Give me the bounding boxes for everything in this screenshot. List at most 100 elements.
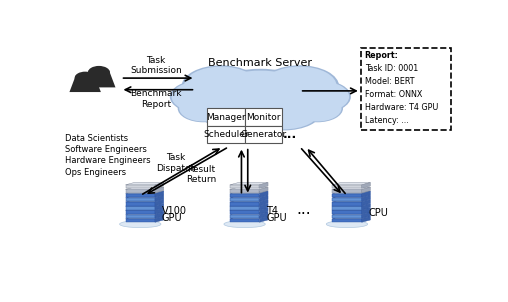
Bar (245, 126, 282, 143)
Bar (230, 202, 260, 206)
Circle shape (88, 66, 110, 79)
Polygon shape (332, 212, 370, 214)
Polygon shape (332, 187, 370, 189)
Bar (245, 108, 282, 126)
Bar (125, 202, 155, 206)
Ellipse shape (292, 94, 343, 122)
Text: GPU: GPU (266, 213, 287, 223)
Polygon shape (82, 70, 115, 87)
Polygon shape (332, 204, 370, 206)
Polygon shape (260, 212, 268, 218)
Polygon shape (230, 182, 268, 185)
Text: Ops Engineers: Ops Engineers (65, 168, 126, 177)
Polygon shape (230, 187, 268, 189)
Polygon shape (362, 212, 370, 218)
Polygon shape (155, 182, 164, 188)
Polygon shape (230, 195, 268, 198)
Bar (230, 194, 260, 197)
Bar (125, 210, 155, 214)
Polygon shape (230, 204, 268, 206)
Polygon shape (332, 195, 370, 198)
Polygon shape (155, 187, 164, 193)
Polygon shape (260, 200, 268, 206)
Text: Software Engineers: Software Engineers (65, 145, 146, 154)
Ellipse shape (202, 94, 272, 129)
Polygon shape (155, 217, 164, 222)
Bar (361, 48, 451, 130)
Bar (230, 210, 260, 214)
Ellipse shape (203, 71, 318, 127)
Bar (230, 189, 260, 193)
Ellipse shape (246, 93, 322, 130)
Text: Hardware: T4 GPU: Hardware: T4 GPU (365, 103, 438, 112)
Polygon shape (260, 191, 268, 197)
Bar (230, 214, 260, 218)
Ellipse shape (170, 80, 229, 113)
Polygon shape (155, 195, 164, 201)
Text: Latency: ...: Latency: ... (365, 116, 408, 125)
Polygon shape (362, 200, 370, 206)
Bar (332, 189, 362, 193)
Polygon shape (260, 195, 268, 201)
Polygon shape (155, 212, 164, 218)
Text: Task
Submission: Task Submission (130, 56, 182, 75)
Ellipse shape (199, 93, 274, 130)
Bar (332, 219, 362, 222)
Polygon shape (362, 195, 370, 201)
Polygon shape (332, 182, 370, 185)
Bar (125, 194, 155, 197)
Text: Task
Dispatch: Task Dispatch (156, 153, 196, 173)
Polygon shape (155, 208, 164, 214)
Ellipse shape (224, 221, 265, 228)
Text: Manager: Manager (206, 113, 246, 121)
Text: Result
Return: Result Return (186, 165, 216, 184)
Ellipse shape (184, 66, 258, 106)
Polygon shape (260, 182, 268, 188)
Polygon shape (155, 191, 164, 197)
Circle shape (75, 72, 96, 84)
Polygon shape (125, 204, 164, 206)
Polygon shape (70, 76, 101, 92)
Polygon shape (362, 187, 370, 193)
Bar (125, 198, 155, 201)
Polygon shape (260, 204, 268, 210)
Text: Generator: Generator (240, 130, 287, 139)
Bar (332, 210, 362, 214)
Bar (332, 198, 362, 201)
Bar (332, 206, 362, 210)
Text: Scheduler: Scheduler (203, 130, 249, 139)
Polygon shape (125, 200, 164, 202)
Bar (230, 185, 260, 188)
Bar (332, 185, 362, 188)
Bar (332, 194, 362, 197)
Polygon shape (230, 208, 268, 210)
Text: CPU: CPU (369, 208, 389, 218)
Polygon shape (230, 217, 268, 219)
Text: V100: V100 (162, 206, 187, 216)
Ellipse shape (178, 94, 229, 122)
Polygon shape (260, 208, 268, 214)
Polygon shape (260, 187, 268, 193)
Polygon shape (362, 208, 370, 214)
Bar (125, 185, 155, 188)
Bar (332, 214, 362, 218)
Polygon shape (260, 217, 268, 222)
Ellipse shape (199, 69, 322, 129)
Ellipse shape (326, 221, 368, 228)
Text: Benchmark Server: Benchmark Server (208, 58, 312, 68)
Ellipse shape (182, 65, 261, 107)
Text: Data Scientists: Data Scientists (65, 134, 128, 143)
Polygon shape (332, 200, 370, 202)
Text: Benchmark
Report: Benchmark Report (130, 89, 182, 109)
Text: ···: ··· (296, 207, 311, 222)
Polygon shape (332, 217, 370, 219)
Bar (230, 219, 260, 222)
Bar (207, 108, 245, 126)
Text: Report:: Report: (365, 50, 399, 59)
Text: ...: ... (283, 128, 297, 141)
Polygon shape (125, 195, 164, 198)
Polygon shape (332, 208, 370, 210)
Polygon shape (125, 208, 164, 210)
Polygon shape (125, 191, 164, 194)
Text: T4: T4 (266, 206, 278, 216)
